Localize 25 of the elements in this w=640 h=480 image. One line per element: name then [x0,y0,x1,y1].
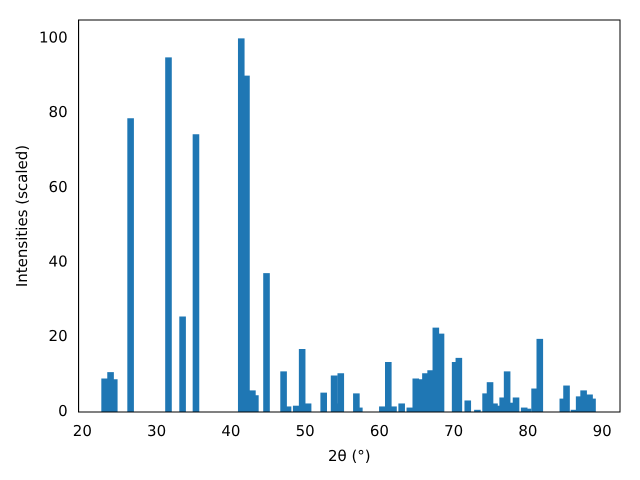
y-axis-title: Intensities (scaled) [12,144,31,288]
x-tick-label: 90 [592,422,612,440]
y-tick-label: 100 [38,28,68,47]
bar [504,371,510,412]
x-tick-label: 80 [518,422,538,440]
bar [263,273,270,412]
bar [127,118,134,412]
x-tick-label: 20 [72,422,92,440]
x-tick-label: 40 [221,422,240,440]
x-tick-label: 70 [444,422,464,440]
x-tick-label: 50 [296,422,315,440]
bar [192,134,200,412]
bar [165,57,172,412]
x-axis-title: 2θ (°) [328,446,371,465]
bar [320,392,327,412]
bar [456,358,462,412]
x-tick-label: 60 [370,422,389,440]
y-tick-label: 80 [48,103,68,122]
y-tick-label: 60 [48,178,68,196]
x-tick-label: 30 [147,422,166,440]
y-tick-label: 40 [48,252,68,271]
y-tick-label: 20 [48,327,68,346]
bar [464,400,472,412]
y-tick-label: 0 [58,402,68,420]
bar [179,316,186,412]
